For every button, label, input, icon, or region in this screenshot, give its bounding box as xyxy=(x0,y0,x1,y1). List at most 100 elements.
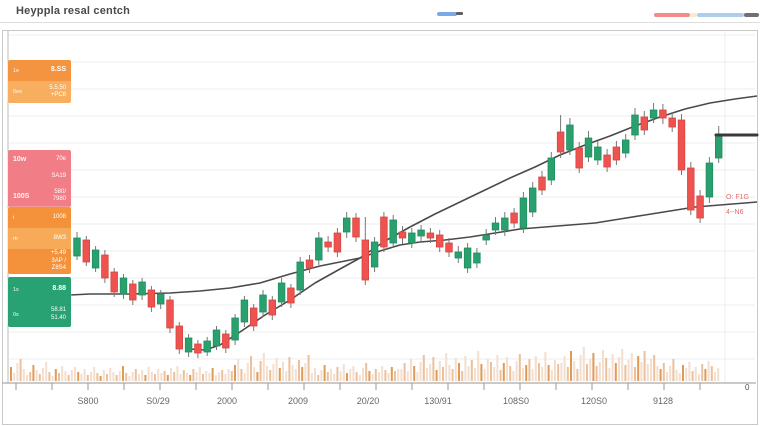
price-annotation-line2: 4--N6 xyxy=(726,209,744,216)
candle-down xyxy=(305,259,314,269)
candle-down xyxy=(324,241,332,248)
candle-up xyxy=(622,139,630,154)
panel-row-value: 70e xyxy=(55,155,66,162)
candle-up xyxy=(547,157,555,181)
header-divider xyxy=(0,22,760,23)
candle-down xyxy=(110,271,118,293)
navigator-segment-gap-range[interactable] xyxy=(690,13,697,17)
candle-up xyxy=(91,249,100,269)
panel-row: i 1008 xyxy=(8,207,71,228)
panel-row-value: 5.5.50 +PC8 xyxy=(49,84,66,99)
candle-up xyxy=(296,261,304,291)
candle-down xyxy=(612,146,621,161)
panel-quote-green: 1s 8.88 0s 58.81 51.40 xyxy=(8,277,71,327)
panel-row-label: i xyxy=(13,214,15,221)
navigator-segment-handle[interactable] xyxy=(744,13,759,17)
panel-row: +5.49 3AP / Z8S4 xyxy=(8,249,71,274)
candle-up xyxy=(463,247,472,269)
volume-bars xyxy=(10,351,707,381)
candle-up xyxy=(566,124,574,151)
candle-down xyxy=(166,299,174,329)
candle-down xyxy=(603,154,611,168)
candle-down xyxy=(677,119,686,171)
candle-up xyxy=(715,133,723,159)
panel-row-value: 580/7980 xyxy=(52,188,66,203)
candle-down xyxy=(696,195,704,219)
candle-down xyxy=(101,254,109,279)
candle-down xyxy=(147,289,156,308)
panel-row-value: 1008 xyxy=(52,213,66,220)
candle-up xyxy=(408,232,416,244)
candle-down xyxy=(445,242,453,253)
page-title: Heyppla resal centch xyxy=(16,5,131,17)
candle-up xyxy=(203,340,211,353)
x-tick-label: S0/29 xyxy=(146,396,170,406)
x-tick-label: 2000 xyxy=(216,396,238,406)
x-tick-label: 2009 xyxy=(287,396,309,406)
candle-up xyxy=(649,109,658,119)
panel-row: 1s 8.88 xyxy=(8,277,71,302)
x-tick-label: 108S0 xyxy=(502,396,530,406)
candle-up xyxy=(594,146,602,161)
panel-row: m 8W3 xyxy=(8,228,71,249)
candle-down xyxy=(333,232,342,253)
candle-down xyxy=(398,231,407,239)
volume-bars xyxy=(13,347,720,381)
panel-row-value: 58.81 51.40 xyxy=(50,307,66,321)
range-slider-handle[interactable] xyxy=(437,12,463,16)
candle-down xyxy=(687,167,695,211)
panel-quote-pink: 10w 70e SA19 100S 580/7980 xyxy=(8,150,71,207)
candle-down xyxy=(659,109,667,119)
panel-row-label: m xyxy=(13,235,18,242)
candle-down xyxy=(222,333,230,349)
navigator-segment-visible-range[interactable] xyxy=(697,13,744,17)
candle-up xyxy=(212,329,221,347)
candle-up xyxy=(389,219,397,244)
candle-up xyxy=(454,251,462,259)
panel-row-value: 8.SS xyxy=(50,66,66,74)
panel-row-label: 1s xyxy=(13,286,19,293)
x-tick-label: 9128 xyxy=(652,396,674,406)
panel-row-value: +5.49 3AP / Z8S4 xyxy=(50,250,66,272)
candle-down xyxy=(129,283,137,301)
candle-down xyxy=(352,217,360,238)
x-tick-label: 20/20 xyxy=(356,396,380,406)
candle-up xyxy=(277,282,286,303)
candle-up xyxy=(259,294,267,313)
candle-up xyxy=(240,299,249,323)
candle-down xyxy=(194,343,202,354)
candle-down xyxy=(287,287,295,304)
panel-row-label: 0s xyxy=(13,311,19,318)
candle-up xyxy=(529,187,537,213)
candle-up xyxy=(491,222,500,231)
candle-down xyxy=(556,131,565,153)
candle-up xyxy=(519,197,528,229)
candle-down xyxy=(361,239,369,281)
panel-row: 100S 580/7980 xyxy=(8,185,71,207)
panel-row-value: 8.88 xyxy=(52,285,66,293)
panel-row: 10w 70e xyxy=(8,150,71,169)
candle-up xyxy=(231,317,239,341)
candle-up xyxy=(584,137,593,158)
candle-up xyxy=(370,241,379,268)
candle-down xyxy=(268,299,276,316)
panel-row-label: 10w xyxy=(13,156,27,163)
panel-row-value: 8W3 xyxy=(53,234,66,241)
panel-row-value: SA19 xyxy=(51,173,66,180)
x-axis-ticks xyxy=(15,383,701,390)
candle-down xyxy=(510,212,518,224)
range-navigator-scrollbar[interactable] xyxy=(654,13,759,17)
candle-down xyxy=(668,117,676,128)
candle-down xyxy=(435,234,444,248)
x-tick-label: 130/91 xyxy=(424,396,452,406)
x-tick-label: 120S0 xyxy=(580,396,608,406)
candle-down xyxy=(380,216,388,248)
navigator-segment-sold-range[interactable] xyxy=(654,13,690,17)
candle-up xyxy=(342,217,351,233)
panel-quote-orange: i 1008 m 8W3 +5.49 3AP / Z8S4 xyxy=(8,207,71,274)
candle-up xyxy=(482,234,490,241)
chart-plot-area[interactable] xyxy=(2,30,758,425)
volume-bars xyxy=(19,351,713,381)
